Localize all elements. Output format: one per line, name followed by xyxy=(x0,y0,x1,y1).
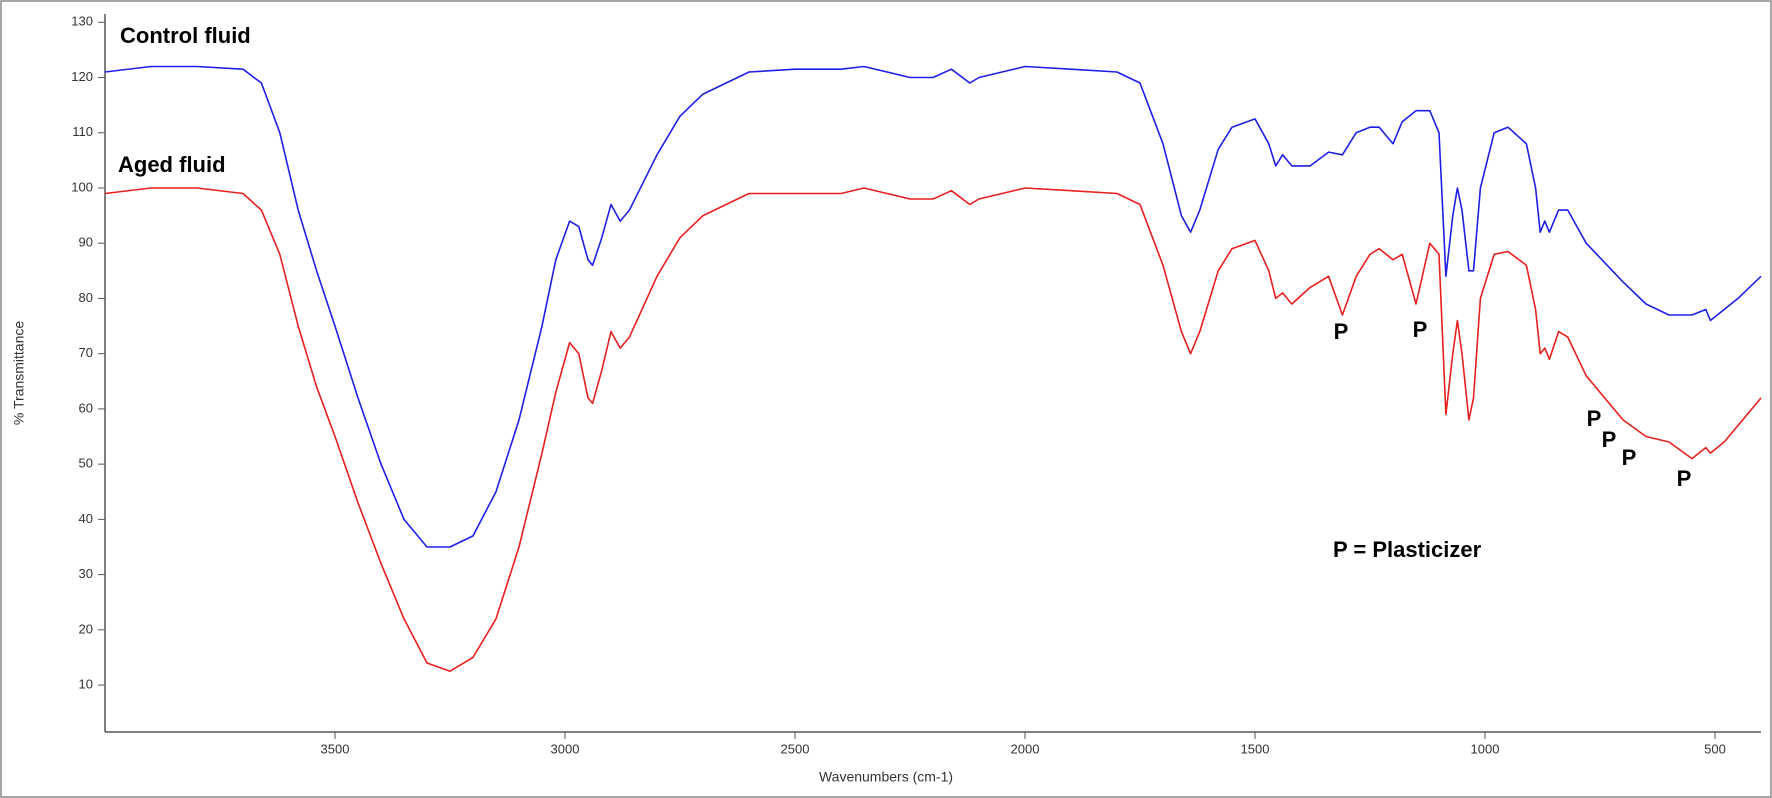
annotation: P xyxy=(1334,319,1349,344)
y-tick-label: 100 xyxy=(71,179,93,194)
y-tick-label: 130 xyxy=(71,14,93,29)
x-tick-label: 2500 xyxy=(781,741,810,756)
y-tick-label: 110 xyxy=(72,124,93,139)
x-axis-title: Wavenumbers (cm-1) xyxy=(819,769,953,785)
y-axis-title: % Transmittance xyxy=(11,321,27,425)
annotation: Aged fluid xyxy=(118,152,226,177)
x-tick-label: 3500 xyxy=(321,741,350,756)
annotation: P xyxy=(1622,445,1637,470)
x-tick-label: 2000 xyxy=(1011,741,1040,756)
x-tick-label: 1500 xyxy=(1241,741,1270,756)
annotation: P xyxy=(1677,466,1692,491)
y-tick-label: 10 xyxy=(79,676,93,691)
y-tick-label: 120 xyxy=(71,69,93,84)
x-tick-label: 500 xyxy=(1704,741,1726,756)
annotation: Control fluid xyxy=(120,23,251,48)
y-tick-label: 50 xyxy=(79,456,93,471)
y-tick-label: 30 xyxy=(79,566,93,581)
spectrum-line xyxy=(104,187,1762,673)
y-tick-label: 60 xyxy=(79,400,93,415)
y-tick-label: 40 xyxy=(79,511,93,526)
x-tick-label: 3000 xyxy=(551,741,580,756)
annotation: P xyxy=(1602,427,1617,452)
y-tick-label: 20 xyxy=(79,621,93,636)
spectrum-line xyxy=(104,65,1762,548)
y-tick-label: 90 xyxy=(79,235,93,250)
annotation: P xyxy=(1587,406,1602,431)
x-tick-label: 1000 xyxy=(1471,741,1500,756)
annotation: P xyxy=(1413,317,1428,342)
annotation: P = Plasticizer xyxy=(1333,537,1482,562)
y-tick-label: 80 xyxy=(79,290,93,305)
y-tick-label: 70 xyxy=(79,345,93,360)
